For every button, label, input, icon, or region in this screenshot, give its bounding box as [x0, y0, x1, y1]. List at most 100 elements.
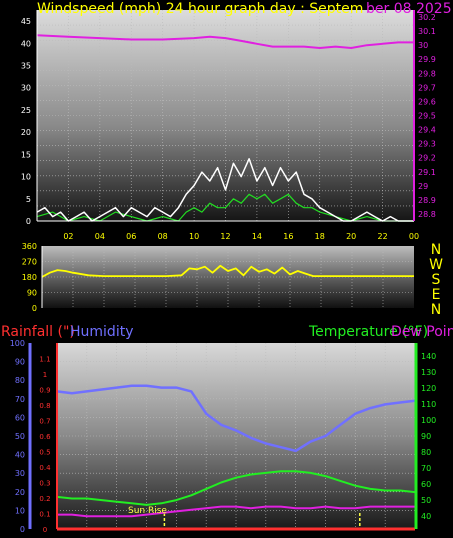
wind-x-tick-16: 16 — [283, 232, 293, 241]
humidity-y-tick-20: 20 — [15, 488, 25, 497]
humidity-line — [56, 384, 416, 453]
humidity-y-tick-80: 80 — [15, 376, 25, 385]
rainfall-y-tick-0.4: 0.4 — [39, 464, 51, 472]
wind-x-tick-20: 20 — [346, 232, 356, 241]
humidity-y-tick-10: 10 — [15, 506, 25, 515]
wind-direction-line — [41, 264, 414, 278]
humidity-y-tick-50: 50 — [15, 432, 25, 441]
temperature-y-tick-60: 60 — [421, 480, 431, 489]
rainfall-y-tick-0.3: 0.3 — [39, 480, 50, 488]
environment-series — [56, 384, 416, 531]
pressure-y-tick-29.6: 29.6 — [418, 97, 436, 106]
pressure-y-tick-28.8: 28.8 — [418, 210, 436, 219]
environment-grid — [57, 343, 415, 529]
pressure-y-tick-30.2: 30.2 — [418, 13, 436, 22]
pressure-y-tick-30: 30 — [418, 41, 428, 50]
wind-y-tick-30: 30 — [21, 84, 31, 93]
wind-x-tick-14: 14 — [252, 232, 262, 241]
wind-x-tick-02: 02 — [63, 232, 73, 241]
temperature-y-tick-130: 130 — [421, 368, 436, 377]
wind-y-tick-40: 40 — [21, 39, 31, 48]
wind-y-tick-45: 45 — [21, 17, 31, 26]
rainfall-y-tick-0: 0 — [43, 526, 47, 534]
legend-dew-point: Dew Point — [391, 324, 453, 340]
direction-y-tick-180: 180 — [22, 273, 37, 282]
compass-label-3: E — [432, 287, 441, 303]
wind-y-tick-25: 25 — [21, 106, 31, 115]
pressure-y-tick-29.7: 29.7 — [418, 83, 436, 92]
temperature-y-tick-90: 90 — [421, 432, 431, 441]
wind-pressure-panel: 02 04 06 08 10 12 14 16 18 20 22 000510152025303540… — [21, 1, 452, 241]
compass-label-2: S — [432, 272, 441, 288]
wind-x-tick-18: 18 — [315, 232, 325, 241]
rainfall-y-tick-0.6: 0.6 — [39, 433, 51, 441]
wind-x-tick-22: 22 — [377, 232, 387, 241]
environment-tick-labels: 0 10 20 30 40 50 60 70 80 90 100 0 0.1 0.2 0.3 0.4 0.5 0.… — [10, 339, 437, 534]
humidity-y-tick-40: 40 — [15, 451, 25, 460]
humidity-y-tick-0: 0 — [20, 525, 25, 534]
wind-y-tick-10: 10 — [21, 173, 31, 182]
wind-x-tick-12: 12 — [220, 232, 230, 241]
wind-chart-title-date: ber 08 2025 — [366, 1, 452, 17]
wind-x-tick-06: 06 — [126, 232, 136, 241]
temperature-y-tick-140: 140 — [421, 352, 436, 361]
temperature-line — [56, 470, 416, 506]
temperature-y-tick-80: 80 — [421, 448, 431, 457]
direction-y-tick-0: 0 — [32, 304, 37, 313]
wind-y-tick-20: 20 — [21, 128, 31, 137]
pressure-y-tick-29.1: 29.1 — [418, 168, 436, 177]
temperature-y-tick-100: 100 — [421, 416, 436, 425]
dew-point-line — [57, 505, 415, 518]
rainfall-y-tick-0.7: 0.7 — [39, 418, 50, 426]
rainfall-y-tick-0.1: 0.1 — [39, 511, 50, 519]
direction-y-tick-270: 270 — [22, 258, 37, 267]
direction-y-tick-360: 360 — [22, 242, 37, 251]
pressure-y-tick-29.2: 29.2 — [418, 154, 436, 163]
temperature-y-tick-120: 120 — [421, 384, 436, 393]
sunrise-annotation: Sun Rise — [128, 506, 167, 516]
humidity-y-tick-30: 30 — [15, 469, 25, 478]
wind-tick-labels: 02 04 06 08 10 12 14 16 18 20 22 000510152025303540… — [21, 13, 436, 241]
wind-y-tick-15: 15 — [21, 150, 31, 159]
humidity-y-tick-70: 70 — [15, 395, 25, 404]
legend-rainfall: Rainfall (") — [1, 324, 75, 340]
environment-panel: 0 10 20 30 40 50 60 70 80 90 100 0 0.1 0.2 0.3 0.4 0.5 0.… — [1, 324, 453, 534]
rainfall-y-tick-0.2: 0.2 — [39, 495, 50, 503]
temperature-y-tick-40: 40 — [421, 512, 431, 521]
wind-grid — [37, 10, 414, 221]
pressure-y-tick-29: 29 — [418, 182, 428, 191]
compass-label-1: W — [429, 257, 443, 273]
pressure-y-tick-29.3: 29.3 — [418, 140, 436, 149]
pressure-y-tick-29.4: 29.4 — [418, 126, 436, 135]
wind-y-tick-5: 5 — [26, 195, 31, 204]
wind-y-tick-35: 35 — [21, 62, 31, 71]
wind-x-tick-10: 10 — [189, 232, 199, 241]
direction-tick-labels: 0 90 180 270 360 — [22, 242, 37, 313]
pressure-y-tick-30.1: 30.1 — [418, 27, 436, 36]
wind-x-tick-00: 00 — [409, 232, 419, 241]
legend-humidity: Humidity — [70, 324, 133, 340]
pressure-line — [36, 34, 414, 49]
direction-series — [41, 264, 414, 278]
gust-line — [36, 193, 414, 222]
pressure-y-tick-29.8: 29.8 — [418, 69, 436, 78]
temperature-y-tick-110: 110 — [421, 400, 436, 409]
direction-y-tick-90: 90 — [27, 289, 37, 298]
wind-x-tick-04: 04 — [95, 232, 105, 241]
rainfall-y-tick-0.9: 0.9 — [39, 387, 50, 395]
wind-y-tick-0: 0 — [26, 217, 31, 226]
rainfall-y-tick-1: 1 — [43, 371, 47, 379]
rainfall-y-tick-0.5: 0.5 — [39, 449, 50, 457]
humidity-y-tick-60: 60 — [15, 413, 25, 422]
pressure-y-tick-29.5: 29.5 — [418, 112, 436, 121]
temperature-y-tick-70: 70 — [421, 464, 431, 473]
pressure-y-tick-28.9: 28.9 — [418, 196, 436, 205]
rainfall-y-tick-1.1: 1.1 — [39, 356, 50, 364]
wind-chart-title: Windspeed (mph) 24 hour graph day : Sept… — [37, 1, 363, 17]
pressure-y-tick-29.9: 29.9 — [418, 55, 436, 64]
wind-x-tick-08: 08 — [158, 232, 168, 241]
humidity-y-tick-100: 100 — [10, 339, 25, 348]
